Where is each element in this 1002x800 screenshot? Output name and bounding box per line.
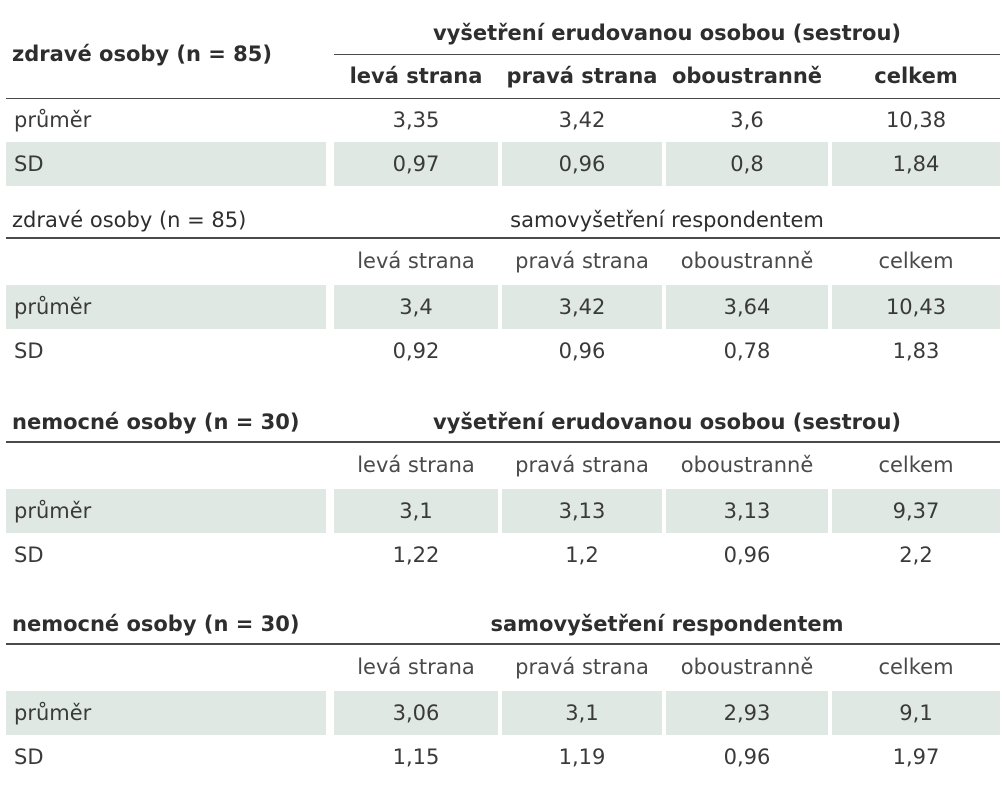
column-header-right: pravá strana [515,655,649,679]
table-row: SD 1,15 1,19 0,96 1,97 [6,735,1000,779]
group-label: nemocné osoby (n = 30) [12,410,300,434]
row-label: průměr [14,108,92,132]
group-label: zdravé osoby (n = 85) [12,42,272,66]
row-label: SD [14,339,44,363]
value-cell: 3,1 [502,691,662,735]
column-header-right: pravá strana [515,453,649,477]
method-label: samovyšetření respondentem [510,208,824,232]
block-header: nemocné osoby (n = 30) samovyšetření res… [6,612,1000,652]
block-top-rule [6,643,1000,645]
group-label: zdravé osoby (n = 85) [12,208,247,232]
results-table: zdravé osoby (n = 85) vyšetření erudovan… [6,21,1000,792]
table-block-ill-self: nemocné osoby (n = 30) samovyšetření res… [6,612,1000,792]
block-header: zdravé osoby (n = 85) vyšetření erudovan… [6,21,1000,66]
column-header-total: celkem [878,249,954,273]
table-row: průměr 3,35 3,42 3,6 10,38 [6,98,1000,142]
value-cell: 3,06 [334,691,498,735]
row-label: SD [14,543,44,567]
column-header-both: oboustranně [671,64,823,88]
value-cell: 1,83 [892,339,940,363]
column-header-total: celkem [878,453,954,477]
row-label: SD [14,745,44,769]
block-header: zdravé osoby (n = 85) samovyšetření resp… [6,208,1000,248]
column-header-both: oboustranně [680,655,814,679]
column-header-right: pravá strana [515,249,649,273]
column-header-left: levá strana [349,64,483,88]
value-cell: 1,97 [892,745,940,769]
value-cell: 1,84 [832,142,1000,186]
table-block-healthy-self: zdravé osoby (n = 85) samovyšetření resp… [6,208,1000,410]
group-label: nemocné osoby (n = 30) [12,612,300,636]
column-header-row: levá strana pravá strana oboustranně cel… [6,239,1000,283]
table-row: SD 0,97 0,96 0,8 1,84 [6,142,1000,186]
column-header-row: levá strana pravá strana oboustranně cel… [6,645,1000,689]
table-block-healthy-nurse: zdravé osoby (n = 85) vyšetření erudovan… [6,21,1000,208]
value-cell: 0,8 [666,142,828,186]
value-cell: 3,42 [558,108,606,132]
value-cell: 9,1 [832,691,1000,735]
value-cell: 10,43 [832,285,1000,329]
value-cell: 3,35 [392,108,440,132]
value-cell: 3,4 [334,285,498,329]
value-cell: 3,6 [730,108,764,132]
column-header-total: celkem [878,655,954,679]
method-label: samovyšetření respondentem [490,612,844,636]
value-cell: 1,2 [565,543,599,567]
value-cell: 10,38 [885,108,947,132]
table-row: průměr 3,4 3,42 3,64 10,43 [6,285,1000,329]
column-header-both: oboustranně [680,453,814,477]
column-header-left: levá strana [357,249,475,273]
method-label: vyšetření erudovanou osobou (sestrou) [432,21,901,45]
value-cell: 1,19 [558,745,606,769]
value-cell: 0,97 [334,142,498,186]
value-cell: 0,92 [392,339,440,363]
method-label: vyšetření erudovanou osobou (sestrou) [432,410,901,434]
row-label: SD [6,142,326,186]
value-cell: 3,42 [502,285,662,329]
value-cell: 3,1 [334,489,498,533]
subheader-rule [334,54,1000,55]
table-row: SD 0,92 0,96 0,78 1,83 [6,329,1000,373]
column-header-right: pravá strana [506,64,658,88]
value-cell: 0,96 [558,339,606,363]
row-label: průměr [6,691,326,735]
value-cell: 1,22 [392,543,440,567]
value-cell: 2,2 [899,543,933,567]
value-cell: 3,64 [666,285,828,329]
table-row: průměr 3,06 3,1 2,93 9,1 [6,691,1000,735]
table-block-ill-nurse: nemocné osoby (n = 30) vyšetření erudova… [6,410,1000,612]
value-cell: 2,93 [666,691,828,735]
column-header-row: levá strana pravá strana oboustranně cel… [6,54,1000,98]
column-header-row: levá strana pravá strana oboustranně cel… [6,443,1000,487]
value-cell: 3,13 [666,489,828,533]
value-cell: 3,13 [502,489,662,533]
value-cell: 0,96 [723,745,771,769]
table-row: SD 1,22 1,2 0,96 2,2 [6,533,1000,577]
column-header-both: oboustranně [680,249,814,273]
column-header-total: celkem [874,64,958,88]
column-header-left: levá strana [357,655,475,679]
block-top-rule [6,237,1000,239]
block-top-rule [6,441,1000,443]
value-cell: 9,37 [832,489,1000,533]
row-label: průměr [6,489,326,533]
value-cell: 0,78 [723,339,771,363]
column-header-left: levá strana [357,453,475,477]
table-row: průměr 3,1 3,13 3,13 9,37 [6,489,1000,533]
header-rule [6,98,1000,99]
row-label: průměr [6,285,326,329]
value-cell: 1,15 [392,745,440,769]
value-cell: 0,96 [502,142,662,186]
value-cell: 0,96 [723,543,771,567]
block-header: nemocné osoby (n = 30) vyšetření erudova… [6,410,1000,450]
